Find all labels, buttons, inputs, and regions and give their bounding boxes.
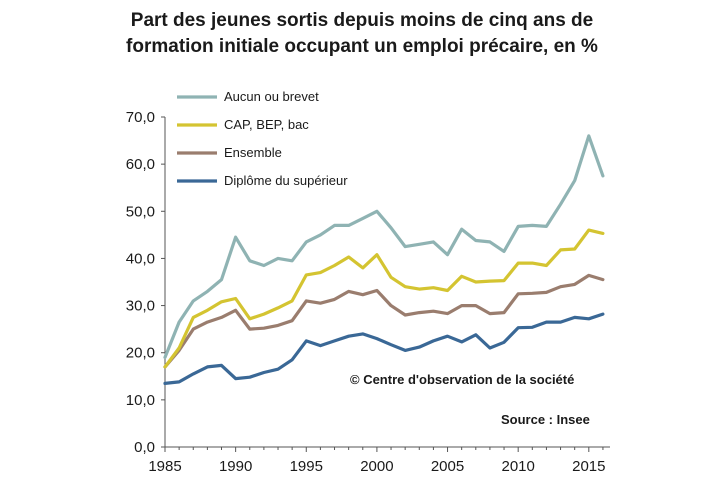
x-tick-label: 2000: [360, 458, 393, 475]
y-tick-label: 50,0: [126, 203, 155, 220]
legend-label-1: CAP, BEP, bac: [224, 117, 309, 132]
y-tick-label: 40,0: [126, 250, 155, 267]
x-tick-label: 1995: [290, 458, 323, 475]
legend-label-2: Ensemble: [224, 145, 282, 160]
chart-series: [163, 134, 605, 385]
copyright-annotation: © Centre d'observation de la société: [350, 372, 574, 387]
x-tick-label: 2010: [501, 458, 534, 475]
x-tick-label: 1985: [148, 458, 181, 475]
series-line-2: [163, 273, 605, 369]
x-tick-label: 1990: [219, 458, 252, 475]
y-tick-label: 30,0: [126, 298, 155, 315]
chart-axes: 0,0 10,0 20,0 30,0 40,0 50,0 60,0 70,0 1985 1990 1…: [126, 109, 610, 475]
chart-title: Part des jeunes sortis depuis moins de c…: [0, 8, 724, 60]
chart-legend: Aucun ou brevet CAP, BEP, bac Ensemble Dipl…: [177, 89, 348, 188]
chart-title-line-1: Part des jeunes sortis depuis moins de c…: [130, 10, 594, 31]
series-line-3: [163, 312, 605, 385]
y-tick-label: 0,0: [134, 439, 155, 456]
source-annotation: Source : Insee: [501, 412, 590, 427]
series-line-1: [163, 228, 605, 369]
y-tick-label: 20,0: [126, 345, 155, 362]
chart-title-line-2: formation initiale occupant un emploi pr…: [126, 36, 598, 57]
series-line-0: [163, 134, 605, 359]
y-tick-label: 70,0: [126, 109, 155, 126]
x-tick-label: 2005: [431, 458, 464, 475]
legend-label-3: Diplôme du supérieur: [224, 173, 348, 188]
x-tick-label: 2015: [572, 458, 605, 475]
y-tick-label: 10,0: [126, 392, 155, 409]
y-tick-label: 60,0: [126, 156, 155, 173]
legend-label-0: Aucun ou brevet: [224, 89, 319, 104]
